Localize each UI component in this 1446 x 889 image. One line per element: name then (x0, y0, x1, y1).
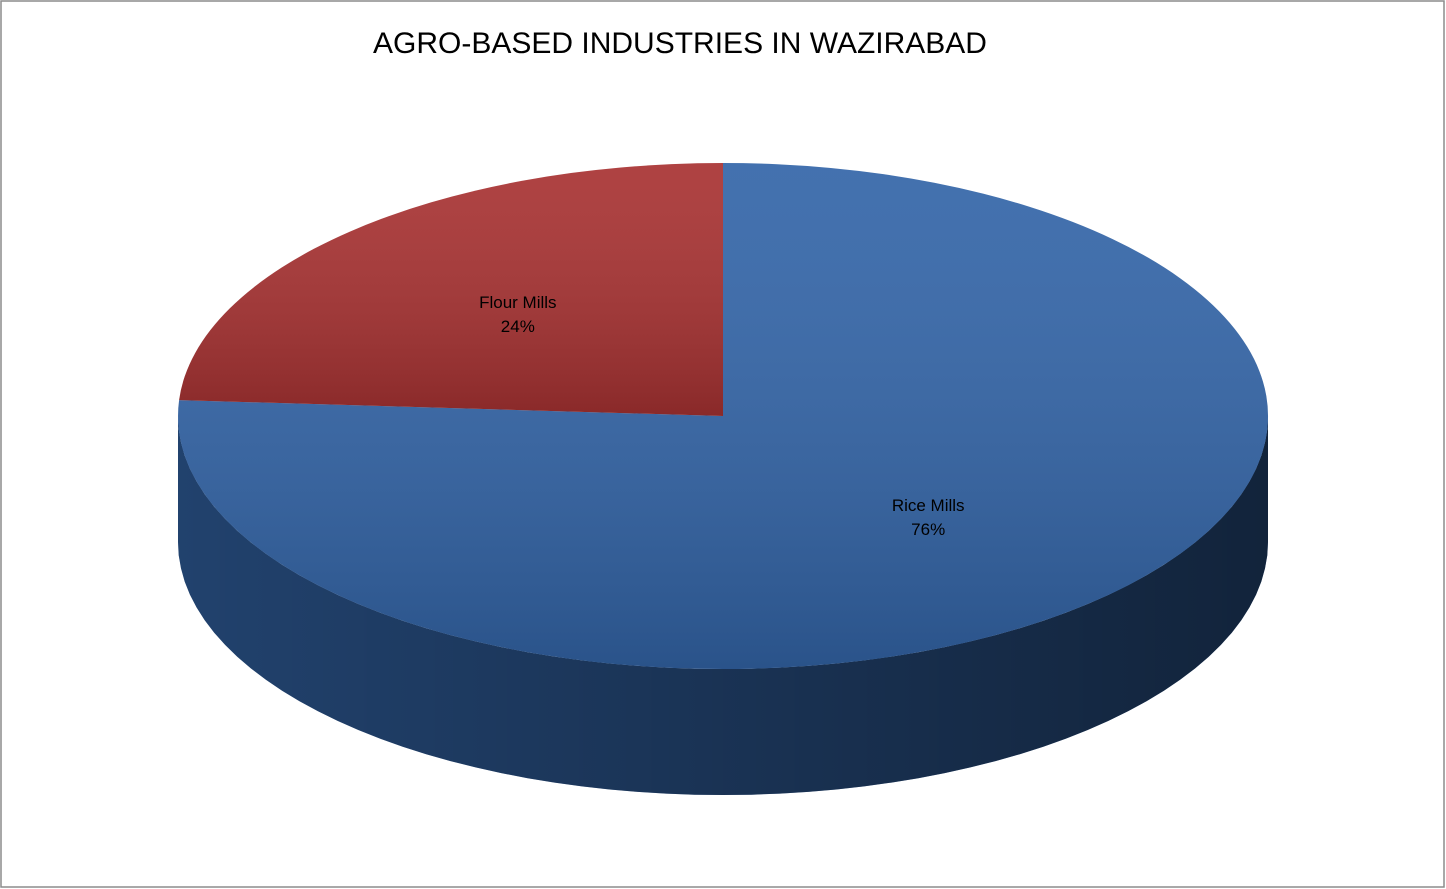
chart-title: AGRO-BASED INDUSTRIES IN WAZIRABAD (373, 27, 987, 60)
data-labels: Rice Mills 76% Flour Mills 24% (479, 293, 964, 539)
side-shade (178, 416, 1268, 795)
slice-shade (178, 163, 1269, 669)
slice-value-label: 76% (911, 520, 945, 539)
slice-shade (179, 163, 724, 416)
pie (178, 163, 1269, 795)
slice-category-label: Rice Mills (892, 496, 965, 515)
slice-value-label: 24% (501, 317, 535, 336)
slice-category-label: Flour Mills (479, 293, 556, 312)
